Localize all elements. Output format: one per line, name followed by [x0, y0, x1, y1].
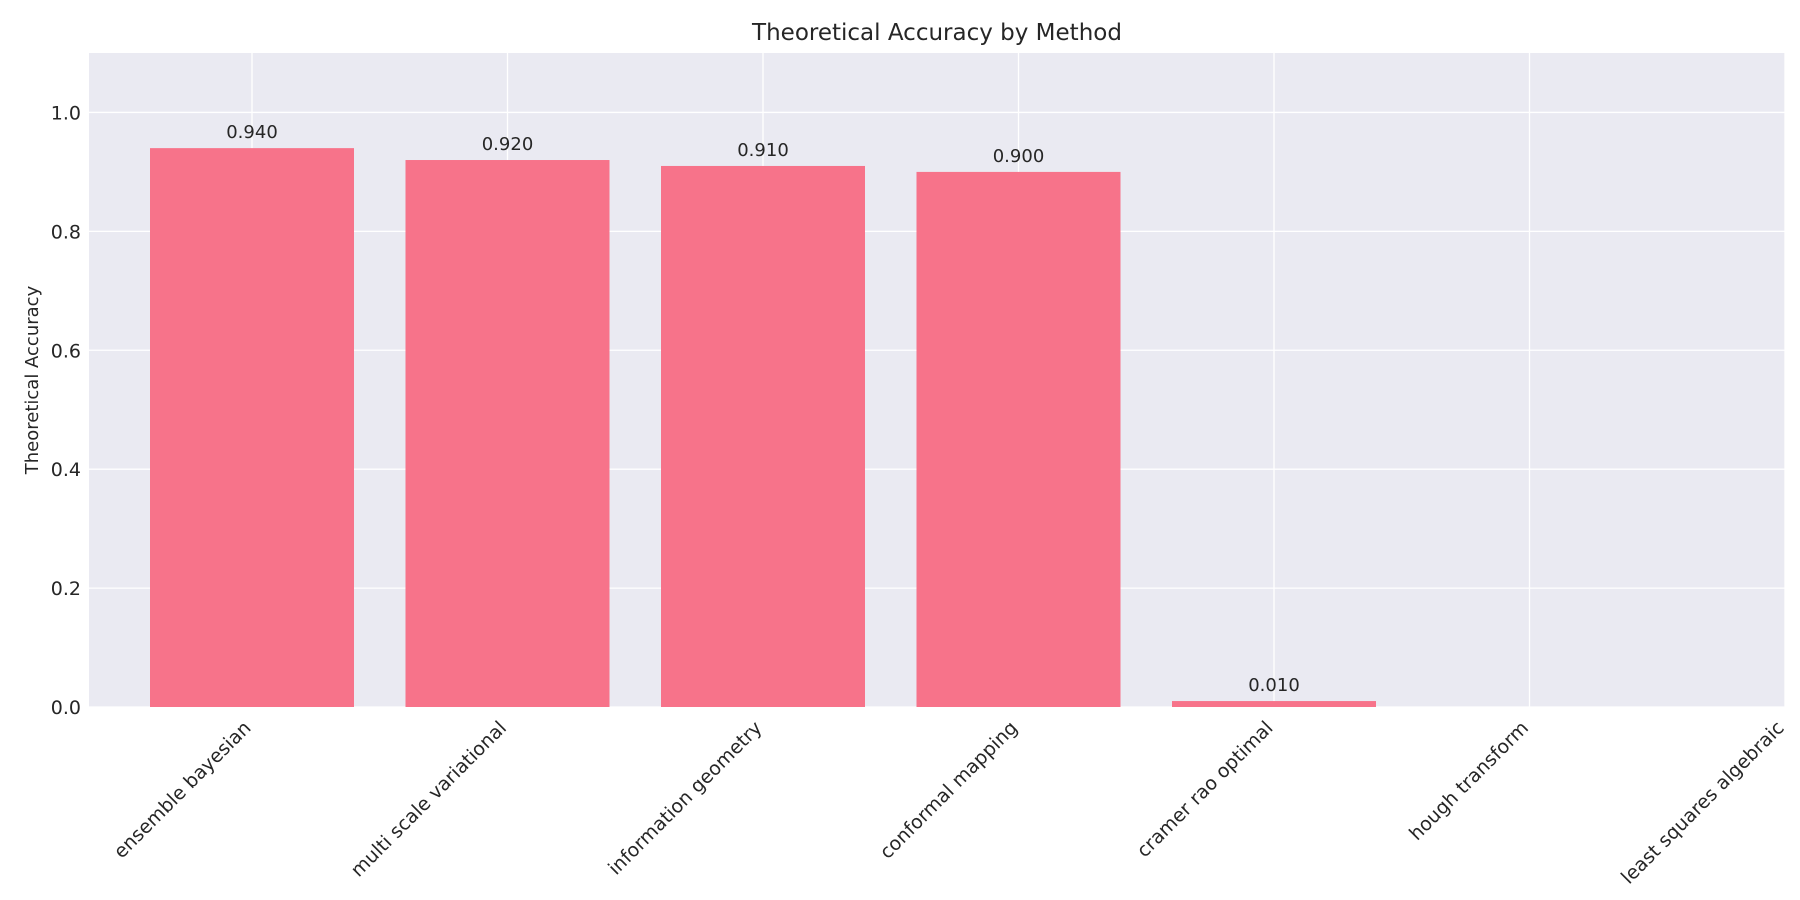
y-tick-label: 1.0: [51, 102, 81, 124]
y-tick-label: 0.8: [51, 221, 81, 243]
y-tick-label: 0.0: [51, 697, 81, 719]
x-tick-label: hough transform: [1405, 717, 1533, 845]
x-tick-label: ensemble bayesian: [110, 717, 256, 863]
y-tick-label: 0.2: [51, 578, 81, 600]
bar: [1172, 701, 1376, 707]
bar: [150, 148, 354, 708]
bar-layer: [150, 148, 1376, 708]
data-label-layer: 0.940 0.920 0.910 0.900 0.010: [226, 122, 1300, 696]
x-tick-layer: ensemble bayesian multi scale variational…: [110, 717, 1789, 889]
y-tick-label: 0.6: [51, 340, 81, 362]
x-tick-label: cramer rao optimal: [1133, 717, 1278, 862]
bar-value-label: 0.010: [1248, 675, 1300, 696]
bar-value-label: 0.920: [482, 134, 534, 155]
x-tick-label: information geometry: [604, 717, 766, 879]
x-tick-label: conformal mapping: [876, 717, 1022, 863]
x-tick-label: multi scale variational: [347, 717, 511, 881]
bar-value-label: 0.940: [226, 122, 278, 143]
bar-value-label: 0.910: [737, 140, 789, 161]
bar: [405, 160, 610, 707]
y-tick-label: 0.4: [51, 459, 81, 481]
bar-value-label: 0.900: [993, 146, 1045, 167]
bar: [916, 171, 1121, 708]
chart-title: Theoretical Accuracy by Method: [751, 20, 1122, 46]
y-axis-label: Theoretical Accuracy: [22, 285, 43, 475]
bar: [661, 165, 865, 708]
y-tick-layer: 0.0 0.2 0.4 0.6 0.8 1.0: [51, 102, 81, 719]
x-tick-label: least squares algebraic: [1617, 717, 1789, 889]
